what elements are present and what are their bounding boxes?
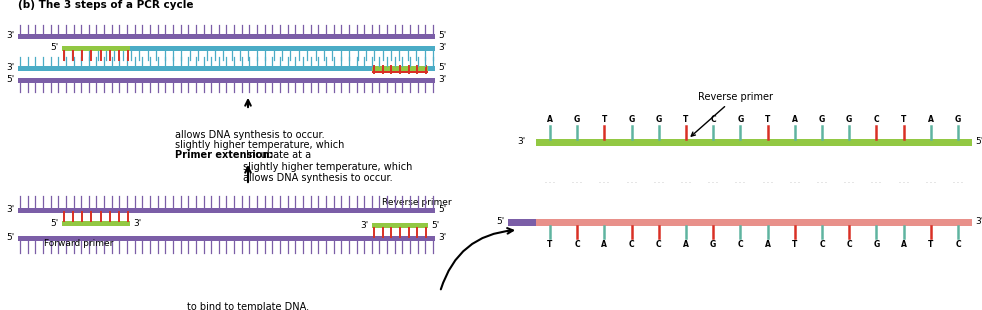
Bar	[18, 33, 435, 38]
Text: · · ·: · · ·	[681, 179, 691, 184]
Text: · · ·: · · ·	[899, 179, 908, 184]
Text: T: T	[792, 240, 797, 249]
Text: T: T	[928, 240, 934, 249]
Text: 5': 5'	[51, 43, 59, 52]
Text: C: C	[737, 240, 743, 249]
Text: 3': 3'	[975, 218, 982, 227]
Text: 3': 3'	[360, 220, 369, 229]
Text: G: G	[656, 115, 662, 124]
Text: · · ·: · · ·	[654, 179, 664, 184]
Text: A: A	[791, 115, 797, 124]
Text: C: C	[710, 115, 716, 124]
Text: T: T	[547, 240, 553, 249]
Text: G: G	[819, 115, 825, 124]
Bar	[536, 139, 972, 145]
Text: Incubate at a
slightly higher temperature, which
allows DNA synthesis to occur.: Incubate at a slightly higher temperatur…	[243, 150, 412, 183]
Text: slightly higher temperature, which: slightly higher temperature, which	[175, 140, 345, 150]
Bar	[62, 220, 130, 225]
Text: 3': 3'	[7, 64, 15, 73]
Text: · · ·: · · ·	[926, 179, 936, 184]
Text: · · ·: · · ·	[599, 179, 610, 184]
Text: C: C	[874, 115, 879, 124]
Text: 3': 3'	[438, 43, 446, 52]
Text: 5': 5'	[431, 220, 439, 229]
Text: 5': 5'	[438, 64, 446, 73]
Text: G: G	[737, 115, 743, 124]
Text: · · ·: · · ·	[708, 179, 718, 184]
Text: (b) The 3 steps of a PCR cycle: (b) The 3 steps of a PCR cycle	[18, 0, 193, 10]
Text: 3': 3'	[7, 206, 15, 215]
Text: 5': 5'	[7, 233, 15, 242]
Text: · · ·: · · ·	[736, 179, 745, 184]
Text: 5': 5'	[7, 76, 15, 85]
Text: · · ·: · · ·	[573, 179, 582, 184]
Bar	[18, 65, 435, 70]
Text: · · ·: · · ·	[871, 179, 882, 184]
Text: Forward primer: Forward primer	[44, 239, 113, 248]
Bar	[18, 236, 435, 241]
Text: C: C	[574, 240, 580, 249]
Bar	[372, 223, 428, 228]
Text: C: C	[819, 240, 825, 249]
Text: Reverse primer: Reverse primer	[382, 198, 452, 207]
Text: 3': 3'	[7, 32, 15, 41]
Text: 3': 3'	[438, 233, 446, 242]
Text: · · ·: · · ·	[817, 179, 827, 184]
Text: 3': 3'	[133, 219, 141, 228]
Text: 3': 3'	[518, 138, 526, 147]
Text: G: G	[955, 115, 961, 124]
Text: A: A	[547, 115, 553, 124]
Bar	[508, 219, 972, 225]
Bar	[18, 207, 435, 212]
Text: G: G	[574, 115, 580, 124]
Bar	[372, 65, 428, 70]
Text: · · ·: · · ·	[763, 179, 773, 184]
Text: A: A	[601, 240, 607, 249]
Text: · · ·: · · ·	[845, 179, 854, 184]
Text: · · ·: · · ·	[790, 179, 799, 184]
Text: A: A	[900, 240, 906, 249]
Text: A: A	[928, 115, 934, 124]
Bar	[372, 68, 428, 73]
Text: · · ·: · · ·	[953, 179, 963, 184]
Bar	[62, 46, 130, 51]
Text: 5': 5'	[975, 138, 982, 147]
Text: to bind to template DNA.: to bind to template DNA.	[187, 302, 309, 310]
Text: G: G	[873, 240, 880, 249]
Text: 3': 3'	[438, 76, 446, 85]
Text: 5': 5'	[438, 206, 446, 215]
Text: G: G	[846, 115, 852, 124]
Text: 5': 5'	[51, 219, 59, 228]
Text: 5': 5'	[497, 218, 505, 227]
Text: allows DNA synthesis to occur.: allows DNA synthesis to occur.	[175, 130, 325, 140]
Text: C: C	[846, 240, 852, 249]
Text: 5': 5'	[438, 32, 446, 41]
Text: Primer extension:: Primer extension:	[175, 150, 273, 160]
Text: C: C	[628, 240, 634, 249]
Bar	[62, 46, 435, 51]
Text: G: G	[710, 240, 716, 249]
Text: C: C	[955, 240, 960, 249]
Text: C: C	[656, 240, 662, 249]
Bar	[508, 219, 536, 225]
Bar	[18, 78, 435, 82]
Text: T: T	[602, 115, 607, 124]
Text: A: A	[765, 240, 771, 249]
Text: A: A	[683, 240, 689, 249]
Text: G: G	[628, 115, 634, 124]
Text: · · ·: · · ·	[545, 179, 555, 184]
Text: · · ·: · · ·	[627, 179, 636, 184]
Text: T: T	[765, 115, 770, 124]
Text: T: T	[900, 115, 906, 124]
Text: Reverse primer: Reverse primer	[691, 92, 773, 136]
Text: T: T	[683, 115, 688, 124]
